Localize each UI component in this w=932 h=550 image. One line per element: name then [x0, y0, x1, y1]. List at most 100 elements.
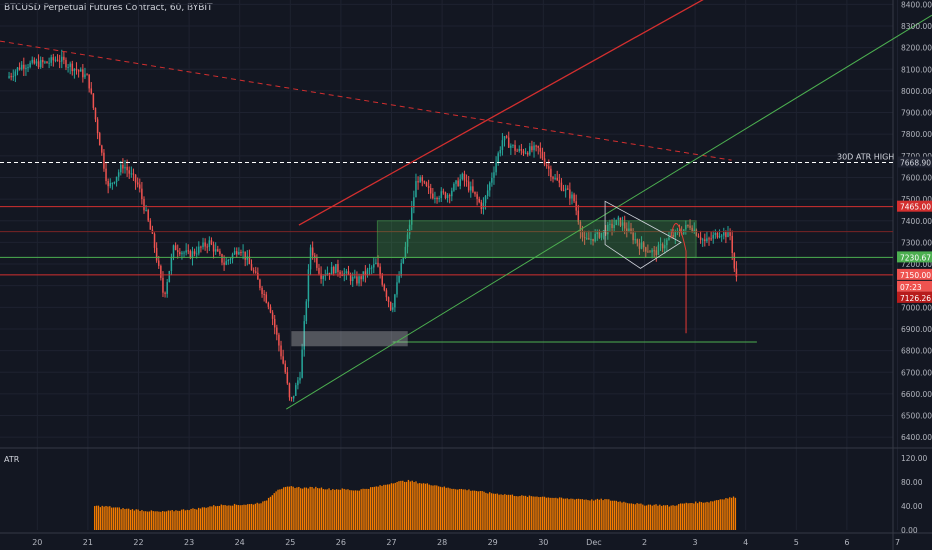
- atr-bar: [536, 496, 538, 530]
- price-tick-label: 7400.00: [901, 217, 932, 226]
- atr-bar: [468, 489, 470, 530]
- atr-bar: [388, 484, 391, 530]
- atr-bar: [247, 504, 249, 530]
- atr-bar: [619, 501, 621, 530]
- candle-body: [598, 231, 601, 238]
- atr-bar: [472, 490, 474, 530]
- atr-tick-label: 0.00: [901, 526, 918, 535]
- atr-bar: [148, 511, 151, 530]
- atr-bar: [432, 485, 434, 530]
- atr-bar: [224, 505, 226, 530]
- candle-body: [221, 254, 223, 263]
- atr-bar: [188, 510, 190, 530]
- price-tick-label: 8400.00: [901, 0, 932, 9]
- atr-bar: [585, 499, 587, 530]
- atr-bar: [634, 504, 636, 530]
- candle-body: [29, 62, 31, 68]
- atr-bar: [156, 511, 158, 530]
- candle-body: [227, 260, 230, 262]
- atr-bar: [260, 503, 262, 530]
- candle-body: [309, 247, 312, 270]
- candle-body: [160, 265, 162, 278]
- candle-body: [710, 238, 712, 240]
- candle-body: [486, 190, 489, 197]
- price-tag: [897, 200, 932, 212]
- atr-bar: [271, 495, 274, 530]
- atr-bar: [275, 491, 277, 530]
- candle-body: [12, 76, 15, 78]
- atr-bar: [254, 503, 256, 530]
- candle-body: [674, 231, 677, 237]
- atr-bar: [326, 489, 328, 530]
- atr-bar: [390, 483, 393, 530]
- candle-body: [10, 76, 12, 78]
- candle-body: [267, 302, 270, 307]
- atr-bar: [213, 505, 215, 530]
- atr-bar: [405, 481, 408, 530]
- candle-body: [92, 93, 95, 108]
- candle-body: [522, 150, 525, 154]
- time-tick-label: 27: [386, 538, 396, 547]
- atr-bar: [653, 504, 655, 530]
- candle-body: [725, 231, 727, 238]
- candle-body: [539, 147, 542, 152]
- candle-body: [562, 190, 565, 192]
- atr-bar: [165, 511, 168, 530]
- atr-bar: [296, 487, 298, 530]
- candle-body: [71, 63, 74, 72]
- atr-bar: [207, 507, 209, 530]
- candle-body: [170, 257, 173, 272]
- time-tick-label: 6: [844, 538, 849, 547]
- atr-bar: [415, 481, 417, 530]
- atr-bar: [729, 497, 731, 530]
- candle-body: [600, 232, 603, 238]
- candle-body: [510, 145, 512, 148]
- atr-bar: [230, 505, 232, 530]
- candle-body: [537, 145, 539, 148]
- candle-body: [465, 180, 468, 182]
- candle-body: [183, 252, 185, 254]
- candle-body: [61, 56, 63, 62]
- candle-body: [246, 256, 249, 260]
- candle-body: [223, 262, 225, 265]
- atr-bar: [475, 490, 478, 530]
- candle-body: [88, 74, 90, 89]
- atr-bar: [689, 503, 691, 530]
- candle-body: [453, 183, 455, 191]
- atr-bar: [421, 483, 423, 530]
- atr-bar: [719, 499, 721, 530]
- candle-body: [455, 180, 457, 184]
- atr-bar: [292, 486, 294, 530]
- atr-bar: [627, 503, 629, 530]
- atr-bar: [534, 496, 536, 530]
- atr-bar: [298, 486, 300, 530]
- atr-bar: [594, 499, 597, 530]
- atr-bar: [162, 510, 164, 530]
- candle-body: [113, 181, 116, 183]
- support-zone: [291, 331, 408, 347]
- atr-bar: [324, 489, 326, 530]
- candle-body: [564, 188, 567, 191]
- candle-body: [495, 162, 497, 173]
- candle-body: [52, 57, 55, 61]
- atr-bar: [99, 507, 102, 530]
- atr-bar: [266, 500, 268, 530]
- atr-bar: [489, 492, 491, 530]
- atr-bar: [575, 498, 578, 530]
- atr-bar: [137, 509, 139, 530]
- atr-bar: [209, 506, 211, 530]
- candle-body: [579, 222, 582, 233]
- candle-body: [27, 67, 29, 69]
- atr-bar: [664, 505, 667, 530]
- candle-body: [240, 251, 242, 253]
- atr-bar: [396, 481, 398, 530]
- candle-body: [134, 174, 137, 183]
- atr-bar: [332, 489, 334, 530]
- candle-body: [630, 228, 632, 233]
- atr-bar: [625, 502, 627, 530]
- atr-bar: [679, 503, 682, 530]
- candle-body: [531, 146, 533, 151]
- atr-bar: [674, 505, 676, 530]
